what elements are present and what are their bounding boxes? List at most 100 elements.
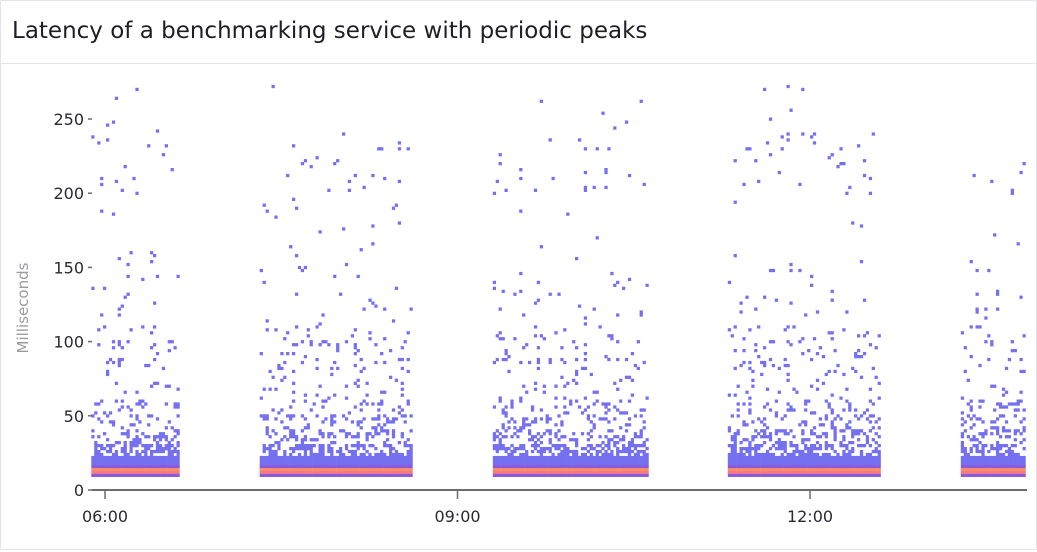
heatmap-cell — [280, 378, 284, 382]
heatmap-cell — [990, 179, 994, 184]
heatmap-cell — [147, 455, 151, 460]
heatmap-cell — [292, 455, 296, 460]
heatmap-cell — [839, 470, 843, 474]
heatmap-cell — [100, 461, 104, 466]
heatmap-cell — [645, 458, 649, 463]
heatmap-cell — [1022, 438, 1026, 442]
heatmap-cell — [990, 473, 994, 477]
heatmap-cell — [586, 432, 591, 436]
heatmap-cell — [972, 444, 976, 448]
heatmap-cell — [969, 355, 973, 359]
heatmap-cell — [789, 108, 793, 112]
heatmap-cell — [795, 390, 799, 394]
heatmap-cell — [636, 470, 640, 474]
heatmap-cell — [792, 455, 796, 460]
heatmap-cell — [123, 390, 127, 394]
heatmap-cell — [871, 467, 875, 471]
heatmap-cell — [859, 467, 864, 471]
heatmap-cell — [292, 464, 296, 469]
heatmap-cell — [575, 467, 579, 471]
heatmap-cell — [333, 420, 337, 424]
heatmap-cell — [966, 473, 970, 477]
heatmap-cell — [563, 405, 567, 409]
heatmap-cell — [830, 473, 834, 477]
heatmap-cell — [91, 455, 95, 460]
heatmap-cell — [851, 458, 855, 463]
heatmap-cell — [106, 444, 110, 448]
heatmap-cell — [262, 203, 266, 207]
heatmap-cell — [336, 349, 340, 353]
heatmap-cell — [636, 467, 640, 471]
heatmap-cell — [403, 461, 407, 466]
heatmap-cell — [377, 147, 381, 151]
heatmap-cell — [539, 470, 544, 474]
heatmap-cell — [996, 452, 1000, 457]
heatmap-cell — [391, 470, 396, 474]
heatmap-cell — [960, 396, 965, 400]
heatmap-cell — [865, 331, 870, 335]
heatmap-cell — [391, 432, 396, 436]
heatmap-cell — [501, 444, 505, 448]
heatmap-cell — [303, 426, 308, 430]
heatmap-cell — [839, 162, 843, 166]
heatmap-cell — [504, 449, 508, 454]
heatmap-cell — [519, 461, 523, 466]
heatmap-cell — [170, 340, 174, 344]
heatmap-cell — [807, 470, 811, 474]
heatmap-cell — [592, 426, 596, 430]
heatmap-cell — [586, 467, 591, 471]
heatmap-cell — [742, 447, 746, 451]
heatmap-cell — [777, 458, 781, 463]
heatmap-cell — [336, 467, 340, 471]
heatmap-cell — [1019, 432, 1023, 436]
heatmap-cell — [155, 464, 160, 469]
heatmap-cell — [1007, 452, 1012, 457]
heatmap-cell — [754, 343, 758, 347]
heatmap-cell — [996, 447, 1000, 451]
heatmap-cell — [848, 449, 852, 454]
heatmap-cell — [554, 470, 558, 474]
heatmap-cell — [522, 458, 526, 463]
heatmap-cell — [271, 452, 275, 457]
heatmap-cell — [857, 432, 861, 436]
heatmap-cell — [176, 458, 180, 463]
heatmap-cell — [400, 381, 404, 385]
heatmap-cell — [501, 426, 505, 430]
heatmap-cell — [739, 449, 743, 454]
heatmap-cell — [836, 455, 840, 460]
heatmap-cell — [774, 473, 779, 477]
heatmap-cell — [111, 470, 116, 474]
heatmap-cell — [801, 458, 805, 463]
heatmap-cell — [533, 188, 538, 192]
heatmap-cell — [292, 467, 296, 471]
heatmap-cell — [739, 455, 743, 460]
heatmap-cell — [347, 470, 352, 474]
heatmap-cell — [569, 455, 573, 460]
heatmap-cell — [333, 455, 337, 460]
heatmap-cell — [577, 473, 582, 477]
heatmap-cell — [492, 473, 497, 477]
heatmap-cell — [342, 452, 346, 457]
heatmap-cell — [362, 458, 366, 463]
heatmap-cell — [636, 452, 640, 457]
heatmap-cell — [548, 464, 552, 469]
heatmap-cell — [295, 444, 299, 448]
heatmap-cell — [100, 447, 104, 451]
heatmap-cell — [106, 473, 110, 477]
heatmap-cell — [569, 461, 573, 466]
heatmap-cell — [742, 349, 746, 353]
heatmap-cell — [312, 438, 316, 442]
heatmap-cell — [394, 449, 399, 454]
heatmap-cell — [636, 449, 640, 454]
heatmap-cell — [303, 473, 308, 477]
heatmap-cell — [630, 473, 635, 477]
heatmap-cell — [801, 467, 805, 471]
heatmap-cell — [114, 381, 119, 385]
heatmap-cell — [607, 357, 611, 362]
heatmap-cell — [777, 470, 781, 474]
heatmap-cell — [560, 470, 564, 474]
heatmap-cell — [990, 464, 994, 469]
heatmap-cell — [642, 444, 646, 448]
heatmap-cell — [815, 378, 820, 382]
heatmap-cell — [812, 473, 817, 477]
